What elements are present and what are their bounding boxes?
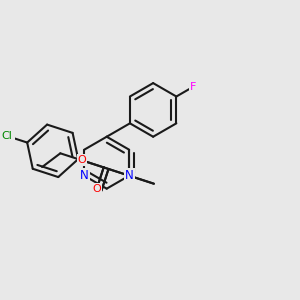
Text: N: N [80,169,88,182]
Text: N: N [125,169,134,182]
Text: O: O [92,184,101,194]
Text: Cl: Cl [1,131,12,141]
Text: F: F [189,82,196,92]
Text: O: O [92,184,101,194]
Text: O: O [78,155,86,165]
